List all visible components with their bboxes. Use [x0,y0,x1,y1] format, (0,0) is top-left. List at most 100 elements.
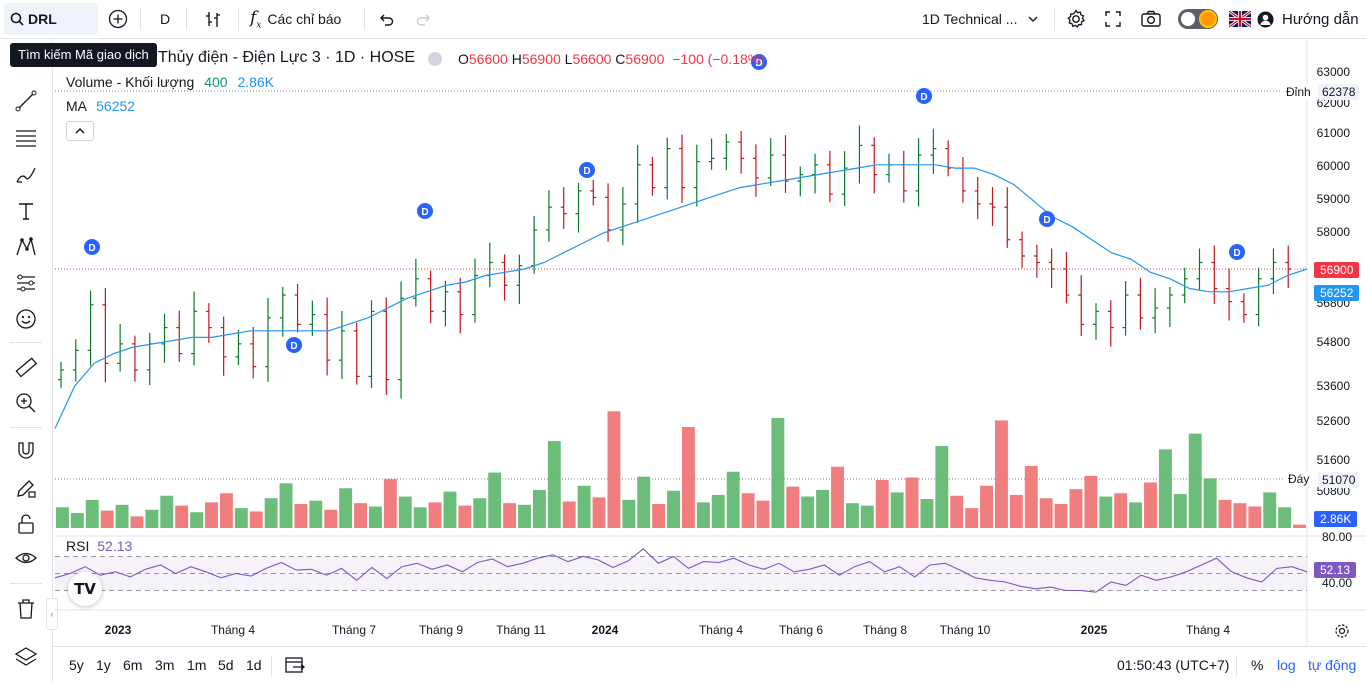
volume-bar [577,485,591,528]
volume-bar [1248,506,1262,528]
volume-bar [1173,494,1187,528]
horizontal-lines-tool[interactable] [12,124,40,152]
hide-drawings-tool[interactable] [12,544,40,572]
interval-label: D [160,11,171,27]
range-3m[interactable]: 3m [155,657,175,673]
time-tick-label: 2025 [1081,623,1108,637]
volume-bar [70,513,84,528]
volume-bar [756,500,770,528]
volume-bar [145,509,159,528]
measure-tool[interactable] [12,353,40,381]
go-to-date-button[interactable] [284,655,306,678]
volume-bar [1039,498,1053,528]
add-circle-icon [108,9,128,29]
ohlc-legend: O56600 H56900 L56600 C56900 −100 (−0.18%… [458,51,765,67]
chart-type-button[interactable] [203,0,223,38]
undo-button[interactable] [377,0,395,38]
stay-in-drawing-tool[interactable] [12,474,40,502]
clock-timezone[interactable]: 01:50:43 (UTC+7) [1117,657,1230,673]
remove-drawings-tool[interactable] [12,595,40,623]
price-tick-label: 51600 [1317,453,1351,467]
tradingview-logo[interactable]: TV [68,572,102,606]
volume-bar [369,506,382,528]
volume-bar [652,504,666,528]
symbol-search-button[interactable]: DRL [4,3,98,35]
volume-bar [771,417,785,528]
legend-collapse-button[interactable] [66,121,94,141]
price-tick-label: 59000 [1317,192,1351,206]
zoom-tool[interactable] [12,389,40,417]
compare-button[interactable] [108,0,128,38]
fullscreen-button[interactable] [1103,0,1123,38]
time-tick-label: Tháng 7 [332,623,376,637]
pattern-tool[interactable] [12,233,40,261]
redo-icon [416,14,430,26]
volume-bar [1263,492,1277,528]
auto-scale-button[interactable]: tự động [1308,657,1357,673]
camera-icon [1141,10,1161,27]
rsi-label: RSI [66,538,90,554]
price-tick-label: 61000 [1317,126,1351,140]
interval-button[interactable]: D [160,0,170,38]
volume-bar [1054,504,1068,528]
text-tool[interactable] [12,197,40,225]
range-6m[interactable]: 6m [123,657,143,673]
search-tooltip: Tìm kiếm Mã giao dịch [10,43,157,67]
volume-bar [786,486,800,528]
volume-bar [637,476,651,528]
price-tick-label: 63000 [1317,65,1351,79]
layout-menu-button[interactable]: 1D Technical ... [922,0,1039,38]
language-button[interactable] [1229,0,1251,38]
range-1d[interactable]: 1d [246,657,262,673]
brush-tool[interactable] [12,161,40,189]
lock-drawings-tool[interactable] [12,510,40,538]
log-scale-button[interactable]: log [1277,657,1296,673]
volume-bar [995,420,1008,528]
axis-settings-button[interactable] [1333,622,1351,640]
emoji-tool[interactable] [12,305,40,333]
range-5d[interactable]: 5d [218,657,234,673]
volume-bar [56,507,69,528]
rsi-line [54,548,1308,593]
volume-tag: 2.86K [1314,511,1358,527]
high-value: 56900 [521,51,561,67]
volume-bar [1114,493,1128,528]
trend-line-tool[interactable] [12,87,40,115]
dividend-marker-label: D [920,92,927,103]
indicators-button[interactable]: fx Các chỉ báo [250,0,341,38]
rsi-band [55,556,1307,591]
price-tick-label: 53600 [1317,379,1351,393]
time-tick-label: 2024 [592,623,619,637]
low-label: L [564,51,573,67]
magnet-tool[interactable] [12,437,40,465]
volume-bar [592,497,606,528]
range-1m[interactable]: 1m [187,657,207,673]
range-1y[interactable]: 1y [96,657,111,673]
close-label: C [615,51,626,67]
theme-toggle[interactable] [1178,0,1218,38]
dividend-marker [579,162,595,178]
volume-bar [1144,482,1157,528]
volume-bar [1278,507,1292,528]
volume-bar [428,502,442,528]
percent-scale-button[interactable]: % [1251,657,1264,673]
dividend-marker [417,203,433,219]
guide-button[interactable]: Hướng dẫn [1257,0,1359,38]
high-tag-value: 62378 [1318,84,1360,100]
toolbar-collapse-handle[interactable]: ‹ [46,598,58,630]
volume-bar [726,471,740,528]
object-tree-tool[interactable] [12,643,40,671]
redo-button[interactable] [415,0,433,38]
dividend-marker [1229,244,1245,260]
screenshot-button[interactable] [1140,0,1162,38]
prediction-tool[interactable] [12,269,40,297]
legend-settings-dot[interactable] [428,50,442,67]
settings-button[interactable] [1065,0,1087,38]
bottom-toolbar: 5y 1y 6m 3m 1m 5d 1d 01:50:43 (UTC+7) % … [53,646,1366,684]
volume-bar [249,511,263,528]
range-5y[interactable]: 5y [69,657,84,673]
user-icon [1257,11,1274,27]
time-tick-label: Tháng 10 [940,623,991,637]
volume-bar [503,503,517,528]
